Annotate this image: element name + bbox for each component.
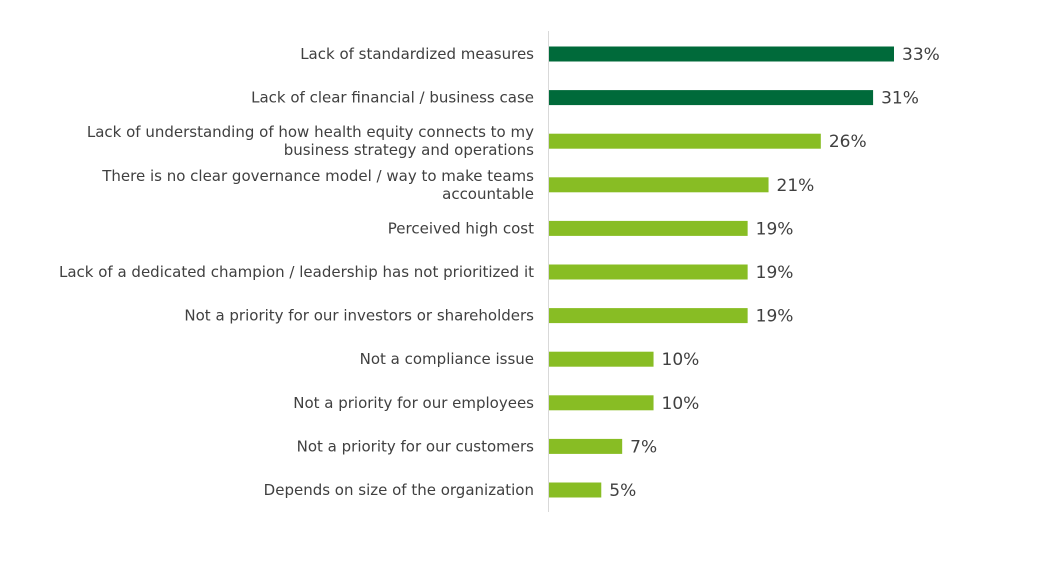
bar-11: [549, 482, 602, 498]
value-label-5: 19%: [756, 219, 794, 239]
bar-9: [549, 395, 654, 411]
value-label-3: 26%: [829, 132, 867, 152]
value-label-1: 33%: [902, 45, 940, 65]
value-label-9: 10%: [662, 394, 700, 414]
category-label-4-line-1: There is no clear governance model / way…: [101, 167, 534, 185]
category-label-10: Not a priority for our customers: [297, 437, 535, 455]
category-label-11: Depends on size of the organization: [264, 481, 534, 499]
value-labels-group: 33% 31% 26% 21% 19% 19% 19% 10% 10% 7% 5%: [609, 45, 940, 501]
category-label-7: Not a priority for our investors or shar…: [184, 307, 534, 325]
bars-group: [549, 46, 894, 498]
bar-6: [549, 264, 748, 280]
category-label-6: Lack of a dedicated champion / leadershi…: [59, 263, 534, 281]
category-labels-group: Lack of standardized measures Lack of cle…: [59, 45, 534, 499]
category-label-4-line-2: accountable: [442, 185, 534, 203]
bar-10: [549, 438, 623, 454]
category-label-3-line-1: Lack of understanding of how health equi…: [87, 123, 534, 141]
value-label-8: 10%: [662, 350, 700, 370]
category-label-3-line-2: business strategy and operations: [284, 141, 534, 159]
value-label-4: 21%: [777, 176, 815, 196]
bar-3: [549, 133, 821, 149]
bar-2: [549, 90, 874, 106]
bar-5: [549, 220, 748, 236]
value-label-10: 7%: [630, 437, 657, 457]
bar-4: [549, 177, 769, 193]
value-label-7: 19%: [756, 307, 794, 327]
bar-8: [549, 351, 654, 367]
category-label-9: Not a priority for our employees: [293, 394, 534, 412]
category-label-1: Lack of standardized measures: [300, 45, 534, 63]
bar-7: [549, 308, 748, 324]
category-label-2: Lack of clear financial / business case: [251, 89, 534, 107]
value-label-2: 31%: [881, 89, 919, 109]
value-label-11: 5%: [609, 481, 636, 501]
category-label-8: Not a compliance issue: [360, 350, 534, 368]
bar-1: [549, 46, 894, 62]
value-label-6: 19%: [756, 263, 794, 283]
category-label-5: Perceived high cost: [388, 219, 534, 237]
